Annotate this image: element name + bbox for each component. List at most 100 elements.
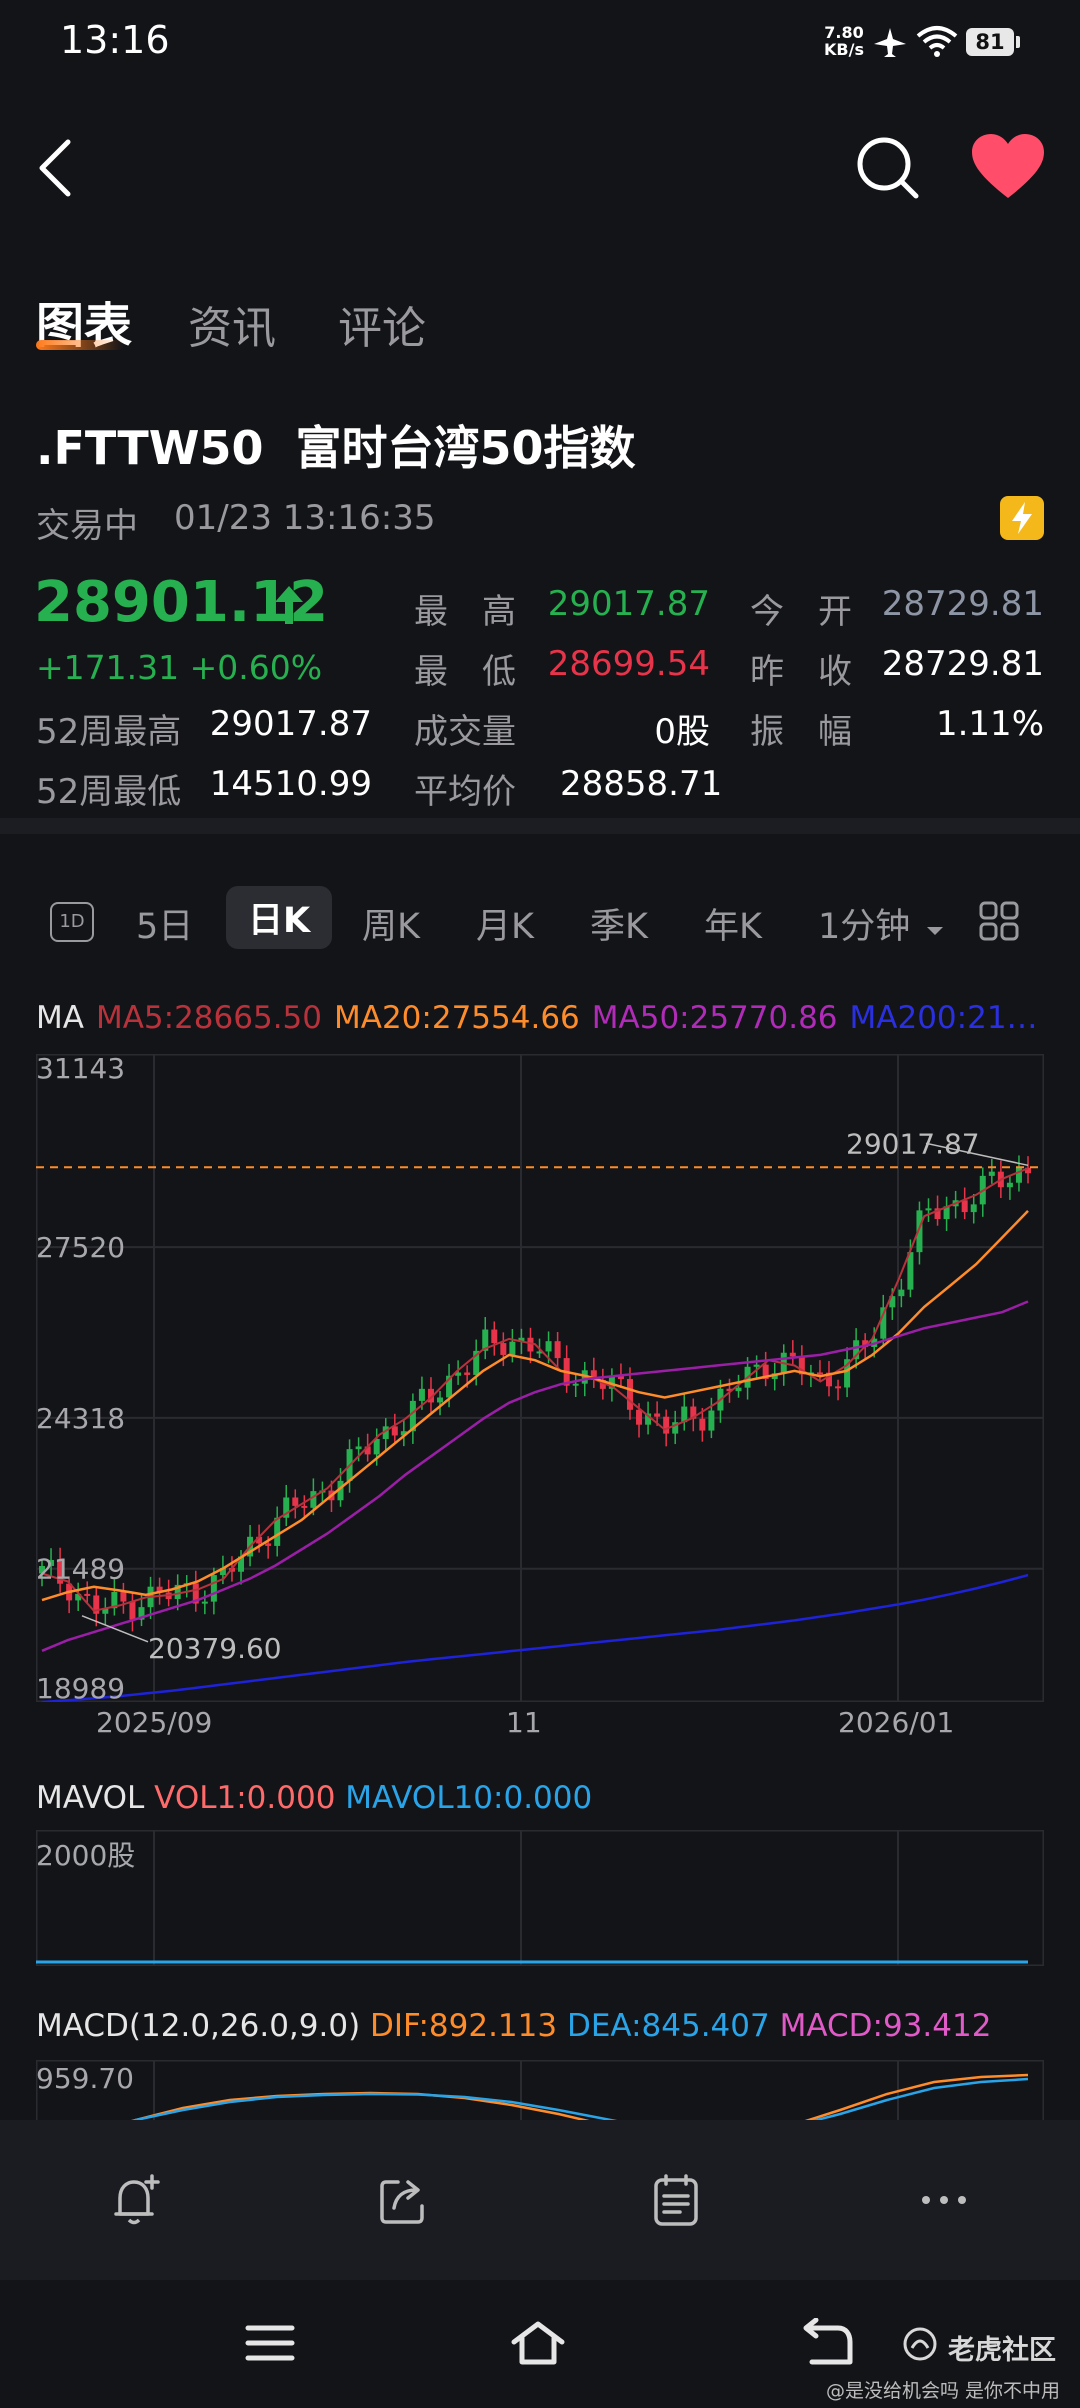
airplane-icon bbox=[874, 28, 906, 57]
amplitude-value: 1.11% bbox=[935, 704, 1044, 744]
candle-body bbox=[708, 1410, 715, 1431]
current-price: 28901.12 bbox=[34, 570, 329, 635]
bottom-toolbar bbox=[0, 2120, 1080, 2280]
candle-body bbox=[934, 1208, 941, 1220]
candle-body bbox=[726, 1388, 733, 1392]
series-line-ma50 bbox=[41, 1300, 1029, 1652]
candle-body bbox=[265, 1543, 272, 1546]
search-icon[interactable] bbox=[854, 134, 920, 200]
high-value: 29017.87 bbox=[547, 584, 710, 624]
candle-body bbox=[789, 1352, 796, 1357]
menu-icon[interactable] bbox=[242, 2318, 298, 2368]
add-alert-icon[interactable] bbox=[108, 2172, 164, 2228]
back-icon[interactable] bbox=[34, 138, 78, 198]
candle-body bbox=[880, 1307, 887, 1339]
candle-body bbox=[654, 1413, 661, 1417]
candle-body bbox=[816, 1372, 823, 1375]
volume-value: 0股 bbox=[654, 712, 710, 752]
mavol10-value: MAVOL10:0.000 bbox=[345, 1780, 593, 1816]
min-annotation-leader bbox=[81, 1615, 149, 1643]
candle-body bbox=[626, 1379, 633, 1410]
open-label: 今 开 bbox=[750, 592, 852, 632]
macd-value: MACD:93.412 bbox=[779, 2008, 992, 2044]
candle-body bbox=[608, 1375, 615, 1389]
period-1d-icon[interactable]: 1D bbox=[50, 902, 94, 942]
candle-body bbox=[427, 1388, 434, 1403]
tab-news[interactable]: 资讯 bbox=[188, 303, 276, 354]
candle-body bbox=[518, 1337, 525, 1342]
period-5d[interactable]: 5日 bbox=[136, 907, 194, 947]
candle-body bbox=[57, 1559, 64, 1584]
favorite-heart-icon[interactable] bbox=[970, 132, 1046, 202]
x-tick-sep: 2025/09 bbox=[96, 1706, 213, 1739]
price-change: +171.31 +0.60% bbox=[36, 648, 323, 687]
candle-body bbox=[238, 1556, 245, 1572]
mavol-label: MAVOL bbox=[36, 1780, 145, 1816]
candle-body bbox=[825, 1372, 832, 1387]
period-weekly[interactable]: 周K bbox=[362, 907, 420, 947]
flash-icon[interactable] bbox=[1000, 496, 1044, 540]
share-icon[interactable] bbox=[376, 2172, 432, 2228]
candle-body bbox=[545, 1341, 552, 1352]
w52-low-label: 52周最低 bbox=[36, 772, 182, 812]
candle-body bbox=[925, 1208, 932, 1211]
watermark-user: @是没给机会吗 是你不中用 bbox=[826, 2380, 1061, 2402]
period-monthly[interactable]: 月K bbox=[476, 907, 534, 947]
system-nav-bar bbox=[0, 2280, 1080, 2408]
watermark-brand: 老虎社区 bbox=[948, 2335, 1056, 2366]
candle-body bbox=[835, 1386, 842, 1389]
series-line-ma5 bbox=[41, 1167, 1029, 1612]
period-daily[interactable]: 日K bbox=[226, 886, 333, 949]
candle-body bbox=[690, 1406, 697, 1419]
w52-high-value: 29017.87 bbox=[209, 704, 372, 744]
candle-body bbox=[364, 1446, 371, 1455]
chevron-down-icon bbox=[927, 927, 944, 935]
candle-body bbox=[663, 1416, 670, 1434]
period-quarterly[interactable]: 季K bbox=[590, 907, 648, 947]
avg-price-value: 28858.71 bbox=[560, 764, 723, 804]
candle-body bbox=[455, 1372, 462, 1376]
ma5-value: MA5:28665.50 bbox=[95, 1000, 322, 1036]
mavol-legend: MAVOL VOL1:0.000 MAVOL10:0.000 bbox=[36, 1780, 592, 1816]
y-tick-label: 21489 bbox=[36, 1553, 125, 1586]
candlestick-chart[interactable]: 31143 27520 24318 21489 18989 29017.87 20379.6… bbox=[36, 1054, 1044, 1702]
macd-chart[interactable] bbox=[36, 2060, 1044, 2120]
network-speed: 7.80 KB/s bbox=[824, 23, 864, 59]
candle-body bbox=[382, 1426, 389, 1440]
w52-high-label: 52周最高 bbox=[36, 712, 182, 752]
candle-body bbox=[310, 1491, 317, 1508]
battery-icon: 81 bbox=[966, 28, 1020, 56]
candle-body bbox=[554, 1341, 561, 1359]
y-tick-label: 31143 bbox=[36, 1054, 125, 1085]
home-icon[interactable] bbox=[510, 2318, 566, 2368]
amplitude-label: 振 幅 bbox=[750, 712, 852, 752]
y-tick-label: 24318 bbox=[36, 1402, 125, 1435]
index-name: 富时台湾50指数 bbox=[295, 421, 636, 475]
dif-value: DIF:892.113 bbox=[370, 2008, 558, 2044]
candle-body bbox=[93, 1595, 100, 1614]
trade-status: 交易中 bbox=[36, 506, 138, 546]
candle-body bbox=[355, 1446, 362, 1450]
candle-body bbox=[500, 1343, 507, 1355]
candle-body bbox=[437, 1397, 444, 1403]
candle-body bbox=[1025, 1167, 1031, 1174]
candle-body bbox=[961, 1200, 968, 1213]
more-icon[interactable] bbox=[916, 2172, 972, 2228]
period-yearly[interactable]: 年K bbox=[704, 907, 762, 947]
candle-body bbox=[138, 1607, 145, 1620]
grid-layout-icon[interactable] bbox=[978, 900, 1020, 942]
y-tick-label: 27520 bbox=[36, 1231, 125, 1264]
notes-icon[interactable] bbox=[648, 2172, 704, 2228]
candle-body bbox=[1015, 1167, 1022, 1183]
volume-label: 成交量 bbox=[414, 712, 516, 752]
candle-body bbox=[274, 1517, 281, 1546]
macd-y-tick: 959.70 bbox=[36, 2062, 134, 2095]
back-nav-icon[interactable] bbox=[798, 2318, 854, 2368]
volume-chart[interactable] bbox=[36, 1830, 1044, 1966]
low-value: 28699.54 bbox=[547, 644, 710, 684]
max-annotation-leader bbox=[925, 1142, 1029, 1167]
candle-body bbox=[391, 1426, 398, 1436]
period-1min[interactable]: 1分钟 bbox=[818, 898, 945, 949]
tab-comments[interactable]: 评论 bbox=[338, 303, 426, 354]
candle-body bbox=[482, 1329, 489, 1351]
